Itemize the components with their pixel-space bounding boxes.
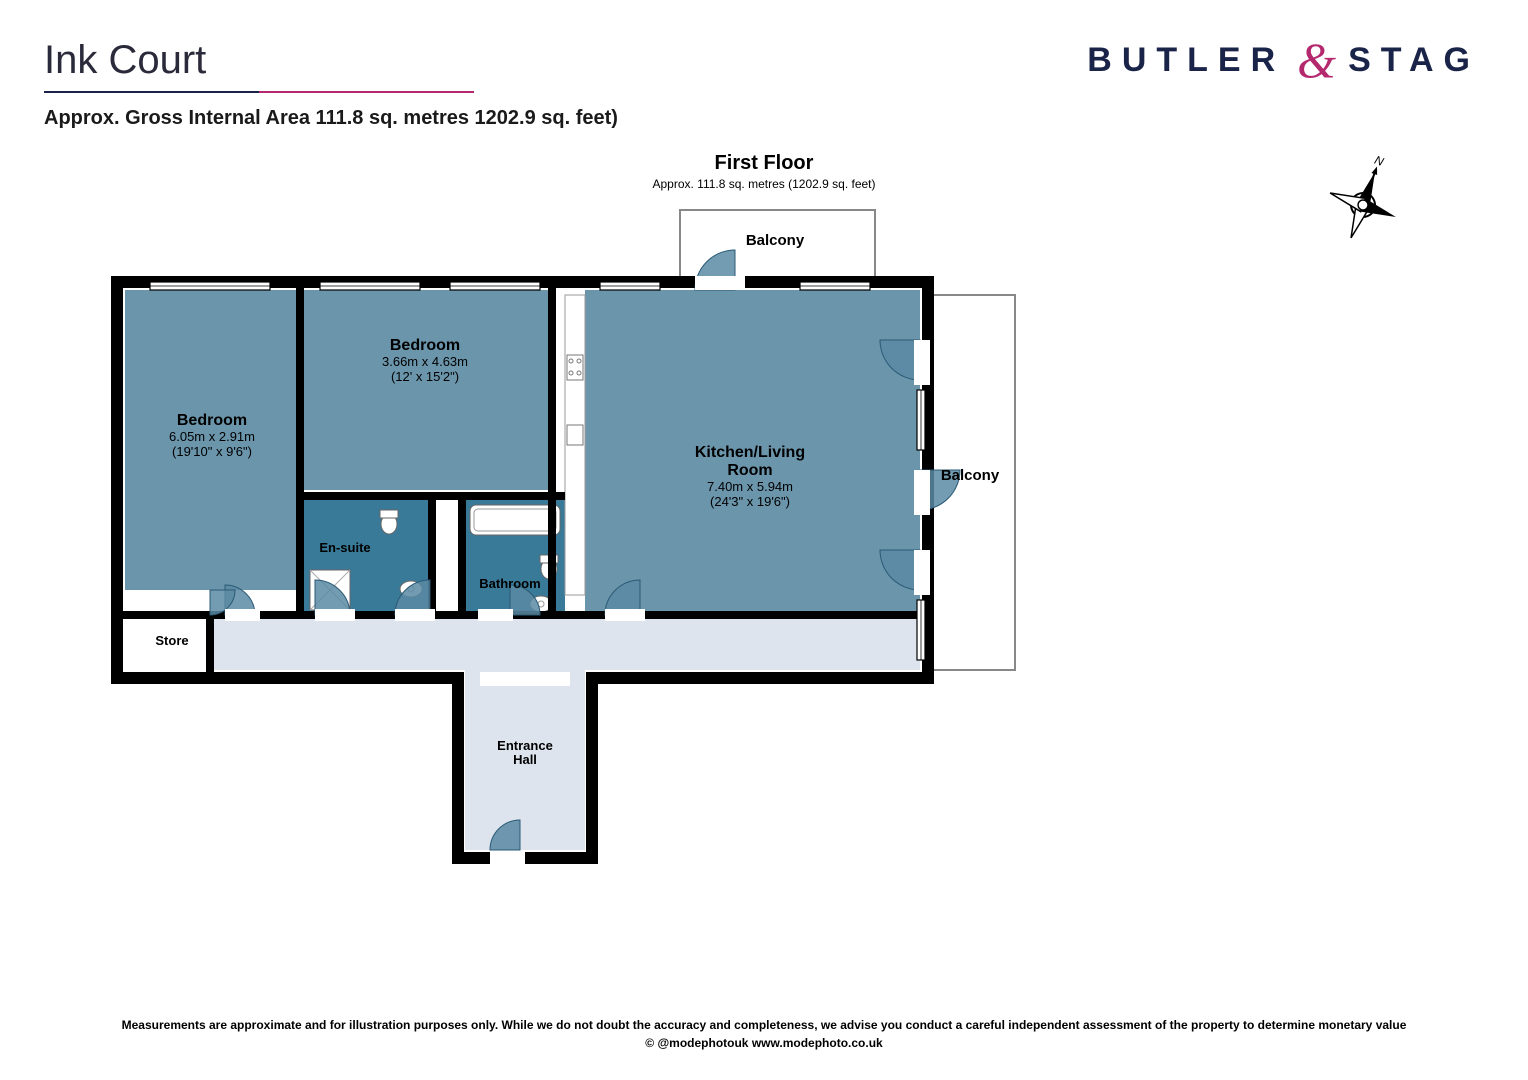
room-bedroom2 (300, 290, 550, 490)
door-opening (605, 609, 645, 621)
svg-text:Bathroom: Bathroom (479, 576, 540, 591)
room-label-store: Store (155, 633, 188, 648)
balcony-label: Balcony (746, 232, 805, 249)
room-label-bathroom: Bathroom (479, 576, 540, 591)
svg-text:Hall: Hall (513, 752, 537, 767)
area-subtitle: Approx. Gross Internal Area 111.8 sq. me… (44, 107, 1484, 130)
room-label-bedroom2: Bedroom3.66m x 4.63m(12' x 15'2") (382, 337, 468, 384)
svg-text:7.40m x 5.94m: 7.40m x 5.94m (707, 479, 793, 494)
svg-text:En-suite: En-suite (319, 540, 370, 555)
svg-text:6.05m x 2.91m: 6.05m x 2.91m (169, 429, 255, 444)
compass-n-label: N (1373, 153, 1386, 169)
logo-left: BUTLER (1087, 41, 1285, 80)
door-opening (478, 609, 513, 621)
logo-ampersand-icon: & (1297, 40, 1336, 80)
door-opening (315, 609, 355, 621)
floor-plan: Bedroom6.05m x 2.91m(19'10" x 9'6")Bedro… (110, 200, 1060, 905)
title-underline (44, 91, 474, 93)
disclaimer-line2: © @modephotouk www.modephoto.co.uk (44, 1036, 1484, 1050)
svg-text:Entrance: Entrance (497, 738, 553, 753)
door-opening (395, 609, 435, 621)
door-opening (225, 609, 260, 621)
floor-title-block: First Floor Approx. 111.8 sq. metres (12… (0, 152, 1528, 191)
kitchen-sink-icon (567, 425, 583, 445)
balcony-label: Balcony (941, 467, 1000, 484)
floor-title: First Floor (0, 152, 1528, 175)
door-opening (480, 672, 570, 686)
svg-text:Kitchen/Living: Kitchen/Living (695, 444, 805, 461)
logo-right: STAG (1348, 41, 1480, 80)
floor-subtitle: Approx. 111.8 sq. metres (1202.9 sq. fee… (0, 177, 1528, 191)
door-opening (914, 470, 930, 515)
logo: BUTLER & STAG (1087, 40, 1480, 80)
svg-text:Bedroom: Bedroom (390, 337, 460, 354)
disclaimer-line1: Measurements are approximate and for ill… (44, 1018, 1484, 1032)
compass-icon: N (1308, 150, 1418, 265)
footer: Measurements are approximate and for ill… (44, 1018, 1484, 1050)
svg-text:Room: Room (727, 462, 772, 479)
svg-text:3.66m x 4.63m: 3.66m x 4.63m (382, 354, 468, 369)
room-label-ensuite: En-suite (319, 540, 370, 555)
room-label-bedroom1: Bedroom6.05m x 2.91m(19'10" x 9'6") (169, 412, 255, 459)
door-opening (914, 550, 930, 595)
hob-icon (567, 355, 583, 380)
svg-text:(19'10" x 9'6"): (19'10" x 9'6") (172, 444, 252, 459)
svg-text:Bedroom: Bedroom (177, 412, 247, 429)
door-opening (914, 340, 930, 385)
door-opening (695, 276, 745, 290)
svg-text:Store: Store (155, 633, 188, 648)
door-opening (490, 852, 525, 866)
svg-text:(24'3" x 19'6"): (24'3" x 19'6") (710, 494, 790, 509)
svg-text:(12' x 15'2"): (12' x 15'2") (391, 369, 459, 384)
room-hall (210, 615, 920, 670)
